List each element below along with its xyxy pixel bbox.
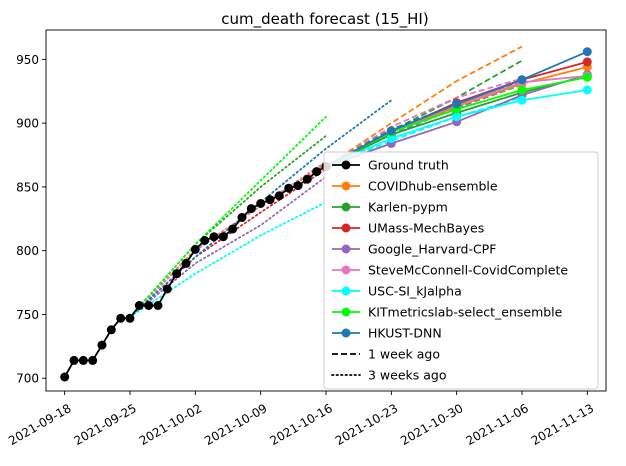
legend-label: SteveMcConnell-CovidComplete [368,263,568,278]
ground-truth-point [284,183,294,193]
series-point-usc-si-kjalpha [582,85,592,95]
series-point-kitmetricslab-select-ensemble [517,85,527,95]
ground-truth-point [78,355,88,365]
ground-truth-point [162,284,172,294]
series-point-kitmetricslab-select-ensemble [582,72,592,82]
series-3weeks-line-kitmetricslab-select-ensemble [129,115,327,318]
series-3weeks-line-umass-mechbayes [129,168,327,318]
series-point-hkust-dnn [386,126,396,136]
series-point-usc-si-kjalpha [452,112,462,122]
legend-label: USC-SI_kJalpha [368,284,462,299]
legend-label: Karlen-pypm [368,200,448,215]
series-3weeks-line-google-harvard-cpf [129,175,327,318]
legend-swatch-marker [341,265,351,275]
x-tick-label: 2021-10-02 [137,401,204,448]
ground-truth-point [125,313,135,323]
legend-swatch-marker [341,286,351,296]
y-tick-label: 850 [16,180,39,194]
ground-truth-point [209,232,219,242]
x-tick-label: 2021-10-09 [202,401,269,448]
y-tick-label: 750 [16,308,39,322]
series-point-hkust-dnn [582,47,592,57]
ground-truth-point [265,195,275,205]
legend-swatch-marker [341,307,351,317]
y-axis: 700 750 800 850 900 950 [16,53,46,386]
ground-truth-point [88,355,98,365]
x-tick-label: 2021-10-23 [333,401,400,448]
series-3weeks-line-stevemcconnell-covidcomplete [129,160,327,318]
series-point-hkust-dnn [452,99,462,109]
y-tick-label: 700 [16,372,39,386]
series-point-umass-mechbayes [582,57,592,67]
legend-swatch-marker [341,223,351,233]
legend-swatch-marker [341,202,351,212]
ground-truth-point [181,258,191,268]
x-tick-label: 2021-11-06 [463,401,530,448]
y-tick-label: 800 [16,244,39,258]
y-tick-label: 900 [16,117,39,131]
legend-swatch-marker [341,244,351,254]
series-1week-line-covidhub-ensemble [325,45,523,168]
ground-truth-point [218,232,228,242]
ground-truth-point [256,199,266,208]
legend-label: UMass-MechBayes [368,221,484,236]
ground-truth-point [134,301,144,310]
ground-truth-point [153,301,163,310]
x-tick-label: 2021-10-30 [398,401,465,448]
series-3weeks-line-usc-si-kjalpha [129,201,327,318]
series-1week-line-stevemcconnell-covidcomplete [325,77,523,168]
x-tick-label: 2021-09-25 [71,401,138,448]
ground-truth-point [246,204,256,214]
y-tick-label: 950 [16,53,39,67]
legend-swatch-marker [341,328,351,338]
ground-truth-point [144,301,154,310]
ground-truth-point [172,269,182,279]
ground-truth-point [312,167,322,177]
ground-truth-point [116,313,126,323]
legend-box [323,151,599,390]
series-point-usc-si-kjalpha [517,95,527,105]
legend: Ground truth COVIDhub-ensemble Karlen-pypm… [323,151,599,390]
legend-label: Ground truth [368,158,449,173]
series-1week-line-usc-si-kjalpha [325,96,523,168]
series-point-hkust-dnn [517,75,527,85]
chart-title: cum_death forecast (15_HI) [221,10,428,29]
legend-label: KITmetricslab-select_ensemble [368,305,563,320]
ground-truth-point [237,213,247,222]
legend-swatch-marker [341,181,351,191]
ground-truth-point [274,191,284,201]
ground-truth-point [106,325,116,335]
legend-label: 3 weeks ago [368,368,447,383]
ground-truth-point [69,355,79,365]
ground-truth-point [200,236,210,245]
legend-label: Google_Harvard-CPF [368,242,496,257]
ground-truth-point [60,372,70,382]
x-axis: 2021-09-182021-09-252021-10-022021-10-09… [6,391,596,448]
legend-label: 1 week ago [368,347,440,362]
legend-swatch-marker [341,160,351,170]
ground-truth-point [97,340,107,350]
legend-label: COVIDhub-ensemble [368,179,498,194]
x-tick-label: 2021-11-13 [529,401,596,448]
legend-label: HKUST-DNN [368,326,442,341]
x-tick-label: 2021-09-18 [6,401,73,448]
ground-truth-point [293,181,303,191]
x-tick-label: 2021-10-16 [267,401,334,448]
ground-truth-point [302,174,312,184]
ground-truth-point [228,224,238,234]
ground-truth-point [190,244,200,254]
series-point-usc-si-kjalpha [386,133,396,143]
